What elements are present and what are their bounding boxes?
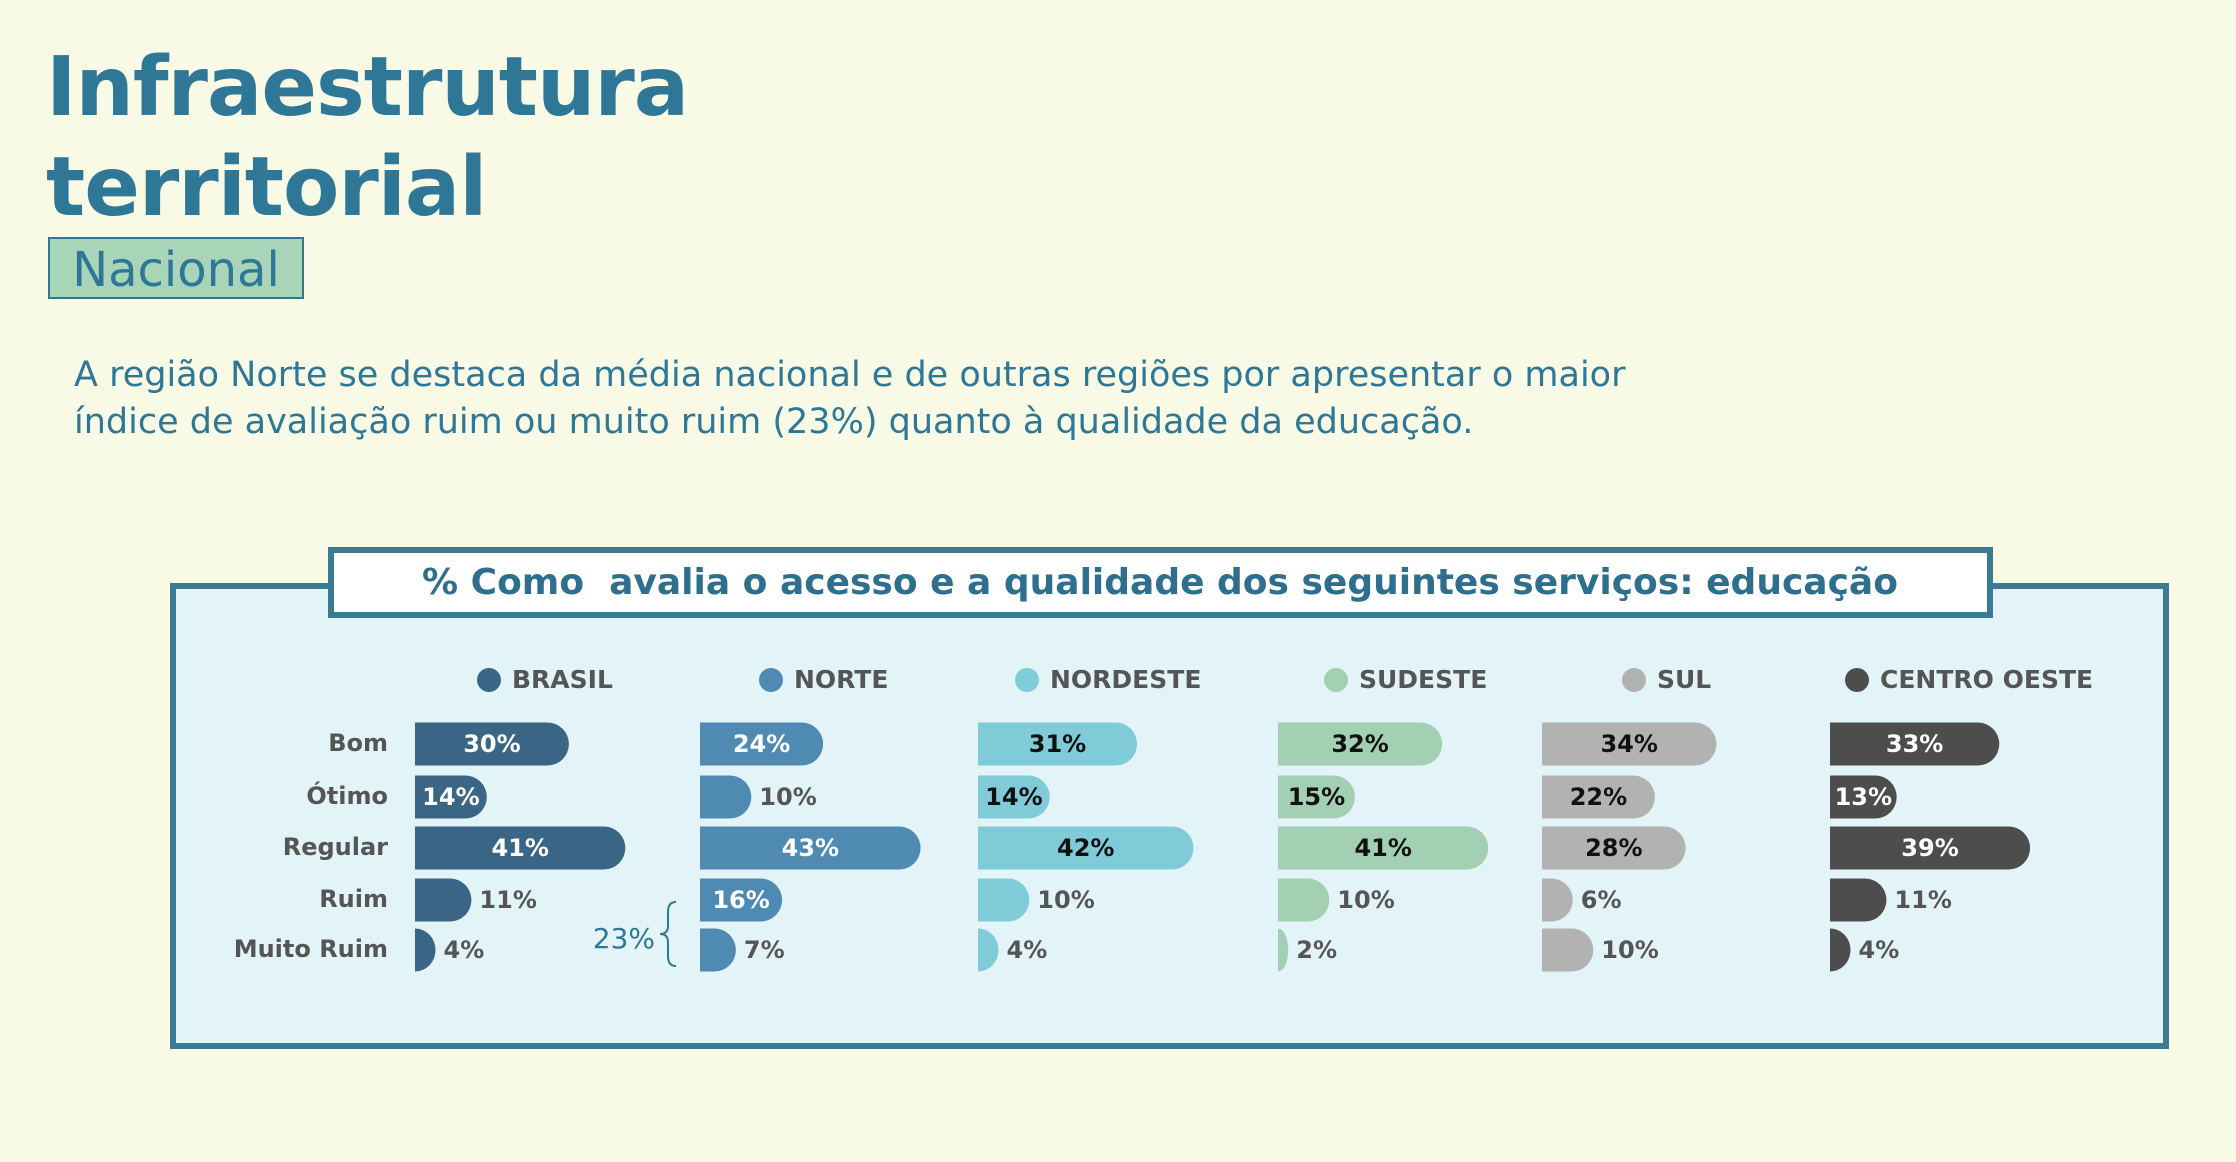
- value-label: 11%: [1894, 886, 1951, 914]
- annotation: 23%: [593, 922, 655, 955]
- bar: [1830, 928, 1851, 972]
- value-label: 28%: [1585, 834, 1642, 862]
- bar: [415, 878, 472, 922]
- value-label: 10%: [1037, 886, 1094, 914]
- value-label: 34%: [1600, 730, 1657, 758]
- value-label: 4%: [1007, 936, 1048, 964]
- value-label: 30%: [463, 730, 520, 758]
- category-label: Muito Ruim: [234, 935, 388, 963]
- bar: [1830, 878, 1887, 922]
- bar: [700, 826, 921, 870]
- value-label: 14%: [985, 783, 1042, 811]
- bar: [415, 928, 436, 972]
- category-label: Ruim: [319, 885, 388, 913]
- bar: [700, 722, 824, 766]
- value-label: 10%: [1337, 886, 1394, 914]
- bar: [415, 826, 626, 870]
- bar: [978, 775, 1050, 819]
- legend-marker: [1324, 668, 1348, 692]
- legend-label: SUL: [1657, 665, 1711, 694]
- value-label: 11%: [479, 886, 536, 914]
- value-label: 10%: [1601, 936, 1658, 964]
- value-label: 16%: [712, 886, 769, 914]
- legend-marker: [1015, 668, 1039, 692]
- bar: [1830, 826, 2031, 870]
- bar: [1278, 775, 1355, 819]
- value-label: 7%: [744, 936, 785, 964]
- legend-marker: [1845, 668, 1869, 692]
- value-label: 42%: [1057, 834, 1114, 862]
- bar: [700, 928, 736, 972]
- bar: [1542, 928, 1594, 972]
- value-label: 33%: [1886, 730, 1943, 758]
- value-label: 13%: [1835, 783, 1892, 811]
- legend-label: BRASIL: [512, 665, 613, 694]
- legend-label: SUDESTE: [1359, 665, 1487, 694]
- category-label: Ótimo: [306, 780, 388, 810]
- value-label: 14%: [422, 783, 479, 811]
- bar: [978, 928, 999, 972]
- bar: [978, 826, 1194, 870]
- value-label: 4%: [1859, 936, 1900, 964]
- category-label: Bom: [328, 729, 388, 757]
- legend-marker: [477, 668, 501, 692]
- value-label: 32%: [1331, 730, 1388, 758]
- value-label: 39%: [1901, 834, 1958, 862]
- bar: [415, 722, 569, 766]
- value-label: 43%: [782, 834, 839, 862]
- bar: [1542, 722, 1717, 766]
- bar: [1278, 722, 1443, 766]
- bar: [1542, 775, 1655, 819]
- bar: [978, 722, 1138, 766]
- description: A região Norte se destaca da média nacio…: [74, 355, 1626, 442]
- chart-title-box: [328, 547, 1993, 618]
- value-label: 10%: [759, 783, 816, 811]
- bar: [700, 775, 752, 819]
- value-label: 2%: [1296, 936, 1337, 964]
- value-label: 41%: [1354, 834, 1411, 862]
- page-title: Infraestrutura territorial: [46, 40, 689, 235]
- legend-marker: [759, 668, 783, 692]
- bar: [1278, 878, 1330, 922]
- bar: [700, 878, 783, 922]
- bar: [1278, 826, 1489, 870]
- bar: [1830, 775, 1897, 819]
- value-label: 24%: [733, 730, 790, 758]
- bar: [415, 775, 487, 819]
- chart-title: % Como avalia o acesso e a qualidade dos…: [422, 562, 1898, 603]
- value-label: 22%: [1570, 783, 1627, 811]
- bar: [1830, 722, 2000, 766]
- bar: [978, 878, 1030, 922]
- category-label: Regular: [283, 833, 388, 861]
- legend-marker: [1622, 668, 1646, 692]
- value-label: 15%: [1288, 783, 1345, 811]
- bar: [1542, 878, 1573, 922]
- brace: [659, 901, 677, 967]
- legend-label: NORTE: [794, 665, 888, 694]
- value-label: 6%: [1581, 886, 1622, 914]
- value-label: 31%: [1029, 730, 1086, 758]
- legend-label: NORDESTE: [1050, 665, 1201, 694]
- tag: Nacional: [48, 237, 304, 299]
- value-label: 4%: [444, 936, 485, 964]
- value-label: 41%: [491, 834, 548, 862]
- bar: [1278, 928, 1289, 972]
- bar: [1542, 826, 1686, 870]
- legend-label: CENTRO OESTE: [1880, 665, 2093, 694]
